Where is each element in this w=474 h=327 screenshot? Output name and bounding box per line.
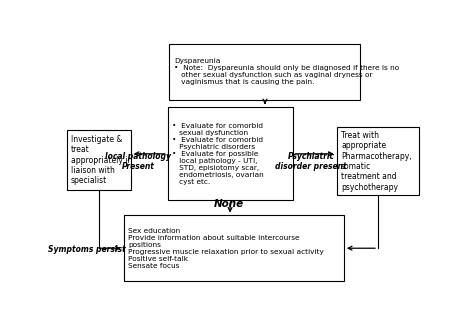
Text: Treat with
appropriate
Pharmacotherapy,
somatic
treatment and
psychotherapy: Treat with appropriate Pharmacotherapy, … bbox=[341, 131, 411, 192]
FancyBboxPatch shape bbox=[124, 215, 344, 281]
Text: Symptoms persist: Symptoms persist bbox=[48, 245, 126, 254]
Text: Psychiatric
disorder present: Psychiatric disorder present bbox=[275, 152, 346, 171]
FancyBboxPatch shape bbox=[169, 44, 360, 100]
FancyBboxPatch shape bbox=[66, 130, 131, 190]
FancyBboxPatch shape bbox=[337, 127, 419, 195]
Text: •  Evaluate for comorbid
   sexual dysfunction
•  Evaluate for comorbid
   Psych: • Evaluate for comorbid sexual dysfuncti… bbox=[172, 123, 264, 185]
Text: Dyspareunia
•  Note:  Dyspareunia should only be diagnosed if there is no
   oth: Dyspareunia • Note: Dyspareunia should o… bbox=[174, 59, 399, 85]
Text: Sex education
Provide information about suitable intercourse
positions
Progressi: Sex education Provide information about … bbox=[128, 228, 324, 269]
Text: Investigate &
treat
appropriately in
liaison with
specialist: Investigate & treat appropriately in lia… bbox=[71, 135, 132, 185]
Text: local pathology
Present: local pathology Present bbox=[105, 152, 171, 171]
Text: None: None bbox=[214, 199, 245, 209]
FancyBboxPatch shape bbox=[168, 107, 292, 200]
